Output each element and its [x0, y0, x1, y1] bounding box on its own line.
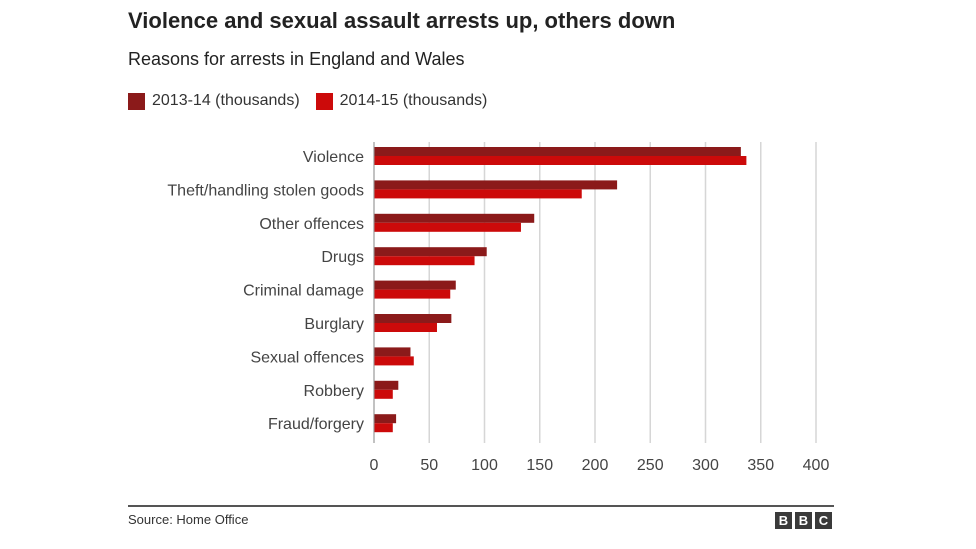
category-label: Burglary	[304, 316, 364, 333]
bar-2014	[374, 222, 521, 232]
bar-2013	[374, 314, 452, 323]
bar-2014	[374, 289, 451, 299]
source-note: Source: Home Office	[128, 512, 249, 527]
x-tick-label: 150	[526, 457, 553, 474]
category-label: Robbery	[304, 383, 364, 400]
bar-2014	[374, 323, 437, 332]
chart-title: Violence and sexual assault arrests up, …	[128, 8, 676, 33]
bar-2014	[374, 156, 747, 165]
legend-swatch-2013	[128, 92, 145, 110]
bar-2014	[374, 389, 393, 399]
category-label: Fraud/forgery	[268, 416, 364, 433]
chart-subtitle: Reasons for arrests in England and Wales	[128, 49, 465, 69]
category-label: Violence	[303, 149, 364, 166]
bbc-logo-letter: C	[815, 512, 832, 529]
category-label: Drugs	[321, 249, 364, 266]
bar-2014	[374, 356, 414, 366]
bbc-logo-letter: B	[775, 512, 792, 529]
bar-2013	[374, 180, 618, 190]
legend-swatch-2014	[315, 92, 333, 110]
category-label: Theft/handling stolen goods	[167, 182, 364, 199]
bar-2013	[374, 380, 399, 390]
category-label: Sexual offences	[250, 349, 364, 366]
legend: 2013-14 (thousands) 2014-15 (thousands)	[128, 92, 503, 110]
bbc-logo-letter: B	[795, 512, 812, 529]
x-tick-label: 350	[747, 457, 774, 474]
bar-2013	[374, 247, 487, 257]
legend-label-2014: 2014-15 (thousands)	[339, 92, 488, 109]
x-tick-label: 0	[370, 457, 379, 474]
bar-2014	[374, 423, 393, 433]
category-label: Other offences	[259, 216, 364, 233]
legend-item-2013: 2013-14 (thousands)	[128, 92, 300, 110]
x-tick-label: 100	[471, 457, 498, 474]
bbc-logo: B B C	[772, 512, 832, 529]
x-tick-label: 200	[582, 457, 609, 474]
bar-2013	[374, 147, 741, 156]
category-label: Criminal damage	[243, 283, 364, 300]
bar-2014	[374, 189, 582, 199]
x-tick-label: 50	[420, 457, 438, 474]
bar-2013	[374, 347, 411, 357]
bar-2013	[374, 414, 397, 424]
bar-2013	[374, 213, 535, 223]
footer-divider	[128, 505, 834, 507]
x-tick-label: 250	[637, 457, 664, 474]
legend-item-2014: 2014-15 (thousands)	[315, 92, 488, 110]
x-tick-label: 300	[692, 457, 719, 474]
bar-2014	[374, 256, 475, 266]
x-tick-label: 400	[803, 457, 830, 474]
legend-label-2013: 2013-14 (thousands)	[152, 92, 300, 109]
bar-2013	[374, 280, 456, 290]
